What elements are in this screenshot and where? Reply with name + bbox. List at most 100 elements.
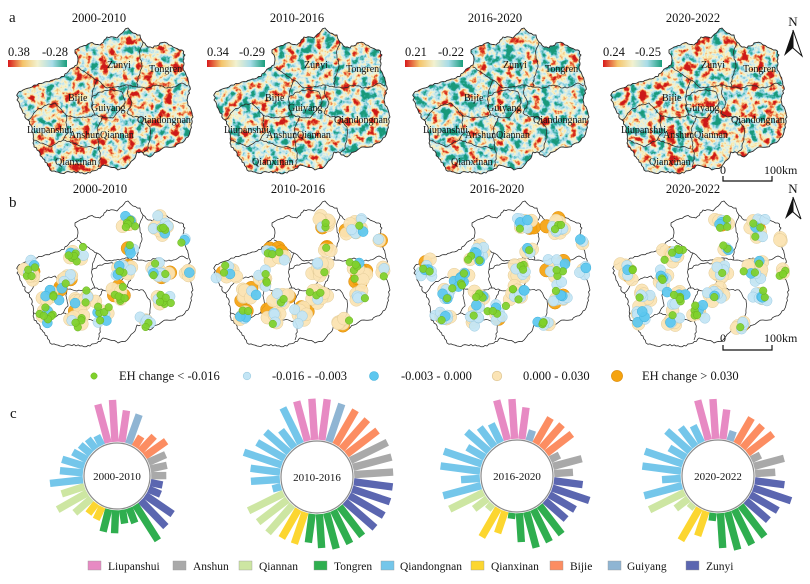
legend-swatch-bijie (549, 560, 564, 571)
eh-point-neg0016-neg0003 (271, 288, 283, 299)
eh-point-lt-neg0016 (550, 225, 560, 234)
map-title: 2020-2022 (666, 11, 720, 25)
eh-point-lt-neg0016 (221, 261, 230, 270)
eh-point-lt-neg0016 (141, 322, 150, 332)
radial-bar-liupanshui (318, 398, 331, 441)
eh-point-lt-neg0016 (501, 301, 510, 310)
radial-bar-tongren (724, 510, 742, 551)
region-label: Bijie (464, 93, 484, 104)
legend-label: Qiannan (259, 561, 298, 573)
radial-bar-zunyi (542, 497, 569, 522)
legend-label: Bijie (570, 561, 592, 573)
map-title: 2010-2016 (270, 11, 324, 25)
legend-swatch-eh-decrease-slight (369, 371, 379, 381)
prefecture-boundary (532, 41, 585, 89)
eh-point-lt-neg0016 (514, 295, 523, 304)
legend-label: Qiandongnan (400, 561, 462, 573)
legend-label: Qianxinan (491, 561, 539, 573)
radial-bar-tongren (716, 512, 727, 549)
prefecture-boundary (333, 214, 386, 262)
eh-change-points (17, 209, 196, 332)
eh-point-lt-neg0016 (675, 245, 684, 255)
radial-bar-qiannan (265, 502, 296, 536)
colorbar-min-label: -0.22 (438, 45, 464, 59)
eh-point-lt-neg0016 (750, 268, 759, 277)
radial-bar-qiannan (485, 501, 496, 512)
eh-point-lt-neg0016 (177, 238, 186, 247)
prefecture-boundary (423, 102, 491, 121)
radial-bar-tongren (708, 512, 717, 522)
radial-bar-tongren (99, 508, 113, 533)
radial-bar-bijie (544, 430, 575, 457)
radial-bar-anshun (348, 439, 389, 464)
radial-bar-chart: 2016-2020 (440, 398, 591, 549)
radial-bar-tongren (330, 508, 354, 546)
eh-point-lt-neg0016 (472, 293, 481, 302)
eh-point-lt-neg0016 (448, 284, 457, 293)
eh-point-neg0003-0 (636, 306, 648, 317)
eh-point-neg0003-0 (69, 297, 81, 309)
eh-point-lt-neg0016 (749, 219, 758, 228)
radial-bar-qiannan (448, 489, 486, 513)
radial-bar-qianxinan (478, 506, 502, 539)
radial-bar-guiyang (325, 402, 346, 443)
prefecture-boundary (656, 139, 692, 149)
eh-point-lt-neg0016 (350, 274, 359, 283)
eh-point-neg0003-0 (522, 214, 533, 226)
prefecture-boundary (670, 66, 732, 89)
region-label: Zunyi (107, 60, 131, 71)
radial-bars (641, 398, 793, 551)
radial-bar-qiandongnan (661, 474, 682, 484)
eh-point-lt-neg0016 (322, 243, 331, 252)
radial-bar-liupanshui (694, 399, 712, 442)
colorbar (8, 60, 67, 67)
radial-bar-qiandongnan (250, 464, 281, 476)
eh-point-neg0016-neg0003 (378, 263, 390, 275)
radial-bar-qiannan (255, 496, 290, 526)
eh-point-lt-neg0016 (669, 290, 679, 299)
colorbar-max-label: 0.38 (8, 45, 30, 59)
eh-point-lt-neg0016 (96, 316, 105, 325)
eh-point-lt-neg0016 (49, 292, 58, 301)
radial-bar-qiandongnan (93, 434, 105, 448)
eh-point-neg0016-neg0003 (547, 295, 559, 307)
eh-point-lt-neg0016 (723, 222, 732, 231)
eh-point-lt-neg0016 (268, 250, 277, 259)
panel-a-label: a (9, 10, 16, 26)
legend-label: EH change < -0.016 (119, 369, 220, 383)
radial-bar-qiannan (471, 495, 490, 512)
radial-bar-qiannan (647, 489, 687, 514)
radial-bar-qiannan (72, 495, 94, 516)
prefecture-boundary (492, 116, 500, 168)
scale-bar: 0 100 km (720, 331, 798, 351)
radial-bar-bijie (344, 427, 380, 458)
region-label: Liupanshui (224, 125, 269, 136)
region-label: Qiannan (100, 130, 134, 141)
radial-bar-zunyi (143, 492, 175, 518)
panel-b-label: b (9, 195, 17, 211)
radial-bar-bijie (739, 423, 765, 451)
radial-bar-qianxinan (85, 500, 100, 516)
eh-point-lt-neg0016 (469, 311, 478, 320)
radial-bar-qiandongnan (61, 455, 86, 470)
eh-change-map (16, 200, 196, 348)
legend-label: -0.016 - -0.003 (272, 369, 347, 383)
north-arrow-icon (784, 30, 793, 56)
eh-point-lt-neg0016 (716, 223, 725, 232)
eh-point-neg0003-0 (125, 247, 136, 259)
scale-bar-line (722, 345, 773, 351)
province-outline (610, 27, 788, 175)
prefecture-boundary (136, 214, 189, 262)
region-label: Tongren (346, 64, 379, 75)
colorbar-min-label: -0.25 (635, 45, 661, 59)
eh-point-lt-neg0016 (151, 259, 160, 268)
colorbar (405, 60, 463, 67)
eh-point-lt-neg0016 (121, 223, 130, 232)
prefecture-boundary (458, 139, 494, 149)
radial-bar-anshun (551, 455, 583, 470)
radial-bar-zunyi (551, 484, 591, 505)
prefecture-boundary (62, 139, 98, 149)
eh-point-lt-neg0016 (320, 268, 329, 277)
radial-bar-guiyang (125, 413, 143, 446)
radial-bar-qiandongnan (442, 482, 483, 500)
